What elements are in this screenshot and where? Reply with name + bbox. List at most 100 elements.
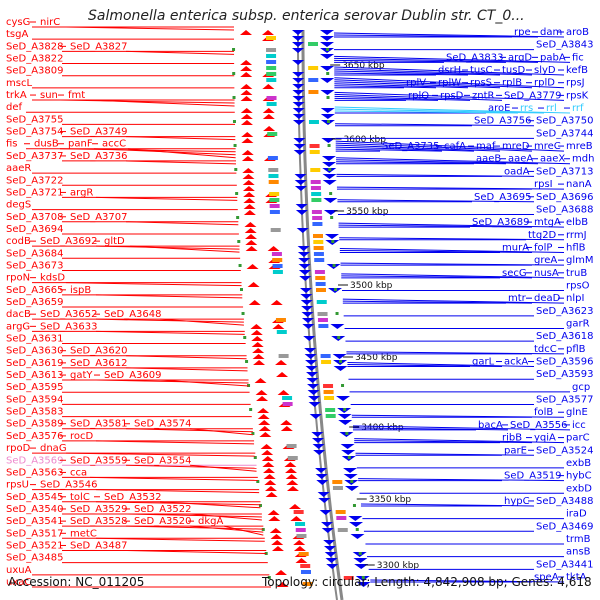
tick-mark: [361, 576, 365, 579]
reverse-gene-arrow: [300, 300, 313, 305]
feature-block: [332, 480, 343, 484]
forward-gene-arrow: [264, 480, 277, 485]
forward-gene-arrow: [263, 474, 276, 479]
gene-label: SeD_A3554: [134, 455, 192, 466]
gene-label: panF: [68, 139, 93, 150]
gene-label: trmB: [566, 534, 591, 545]
forward-gene-arrow: [256, 396, 269, 401]
reverse-gene-arrow: [316, 480, 329, 485]
gene-label: SeD_A3619: [6, 358, 64, 369]
gene-label: bacA: [478, 420, 503, 431]
gene-label: elbB: [566, 217, 588, 228]
gene-label: SeD_A3541: [6, 516, 64, 527]
tick-mark: [235, 192, 239, 195]
gene-label: SeD_A3689: [472, 217, 530, 228]
forward-gene-arrow: [240, 84, 253, 89]
label-leader-line: [333, 34, 539, 38]
forward-gene-arrow: [261, 456, 274, 461]
reverse-gene-arrow: [302, 324, 315, 329]
label-leader-line: [337, 199, 535, 203]
tick-mark: [245, 360, 249, 363]
tick-mark: [358, 552, 362, 555]
gene-label: SeD_A3623: [536, 306, 594, 317]
forward-gene-arrow: [276, 372, 289, 377]
label-leader-line: [355, 452, 535, 456]
gene-label: trkA: [6, 90, 27, 101]
forward-gene-arrow: [240, 90, 253, 95]
label-leader-line: [125, 160, 237, 165]
gene-label: iraD: [566, 509, 587, 520]
gene-label: SeD_A3750: [536, 116, 594, 127]
gene-label: slyD: [534, 65, 556, 76]
gene-label: SeD_A3469: [536, 521, 594, 532]
gene-label: SeD_A3833: [446, 52, 504, 63]
feature-block: [268, 180, 279, 184]
reverse-gene-arrow: [308, 396, 321, 401]
forward-gene-arrow: [240, 60, 253, 65]
gene-label: SeD_A3809: [6, 66, 64, 77]
reverse-gene-arrow: [304, 348, 317, 353]
gene-label: pflB: [566, 344, 586, 355]
gene-label: greA: [534, 255, 557, 266]
label-leader-line: [339, 249, 533, 253]
label-leader-line: [89, 476, 258, 481]
reverse-gene-arrow: [320, 78, 335, 83]
reverse-gene-arrow: [311, 438, 324, 443]
gene-label: aroE: [488, 103, 510, 114]
label-leader-line: [95, 440, 255, 445]
feature-block: [267, 156, 278, 160]
label-leader-line: [95, 318, 244, 323]
reverse-gene-arrow: [293, 150, 306, 155]
label-leader-line: [65, 452, 256, 457]
feature-block: [266, 54, 277, 58]
feature-block: [298, 552, 309, 556]
forward-gene-arrow: [241, 132, 254, 137]
feature-block: [310, 180, 321, 184]
forward-gene-arrow: [293, 546, 306, 551]
reverse-gene-arrow: [298, 270, 311, 275]
feature-block: [321, 360, 332, 364]
label-leader-line: [125, 221, 239, 226]
gene-label: rpsS: [470, 78, 492, 89]
gene-label: SeD_A3540: [6, 504, 64, 515]
gene-label: def: [6, 102, 23, 113]
gene-label: SeD_A3613: [6, 370, 64, 381]
reverse-gene-arrow: [301, 306, 314, 311]
feature-block: [311, 192, 322, 196]
gene-label: SeD_A3695: [474, 192, 532, 203]
label-leader-line: [334, 79, 533, 89]
forward-gene-arrow: [262, 84, 275, 89]
reverse-gene-arrow: [343, 468, 358, 473]
feature-block: [323, 384, 334, 388]
label-leader-line: [336, 173, 535, 177]
forward-gene-arrow: [284, 462, 297, 467]
feature-block: [311, 198, 322, 202]
reverse-gene-arrow: [324, 234, 339, 239]
forward-gene-arrow: [247, 282, 260, 287]
feature-block: [269, 198, 280, 202]
reverse-gene-arrow: [321, 522, 334, 527]
reverse-gene-arrow: [307, 390, 320, 395]
gene-label: SeD_A3721: [6, 187, 64, 198]
label-leader-line: [351, 414, 565, 418]
gene-label: mreD: [502, 141, 530, 152]
gene-label: gltD: [104, 236, 125, 247]
gene-label: SeD_A3828: [6, 41, 64, 52]
gene-label: parC: [566, 433, 590, 444]
label-leader-line: [125, 136, 236, 141]
gene-label: maf: [476, 141, 496, 152]
reverse-gene-arrow: [321, 528, 334, 533]
gene-label: SeD_A3529: [70, 504, 128, 515]
feature-block: [309, 144, 320, 148]
label-leader-line: [336, 186, 565, 190]
label-leader-line: [334, 85, 437, 89]
reverse-gene-arrow: [320, 90, 335, 95]
feature-block: [287, 456, 298, 460]
tick-mark: [350, 480, 354, 483]
gene-label: codB: [6, 236, 31, 247]
gene-label: folB: [534, 407, 553, 418]
reverse-gene-arrow: [297, 246, 310, 251]
gene-label: rpe: [514, 27, 531, 38]
gene-label: rpoD: [6, 443, 31, 454]
tick-mark: [234, 168, 238, 171]
